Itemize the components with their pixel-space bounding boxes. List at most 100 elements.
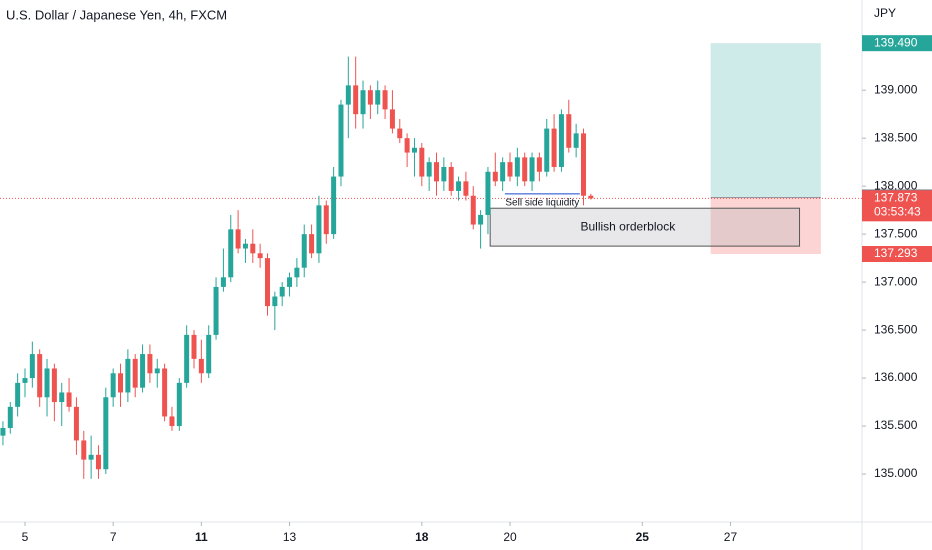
candle-body (323, 205, 329, 235)
candle-body (37, 354, 43, 398)
orderblock (489, 207, 801, 247)
candle-body (220, 277, 226, 287)
x-tick-label: 18 (415, 530, 429, 544)
candle-body (316, 205, 322, 254)
candle-body (485, 171, 491, 215)
current-price-label: 137.873 (874, 191, 918, 205)
candle-body (73, 406, 79, 441)
y-tick-label: 136.000 (874, 370, 918, 384)
candle-body (51, 368, 57, 403)
candle-body (338, 104, 344, 177)
candle-body (522, 157, 528, 182)
target-label-bg (862, 35, 932, 52)
candle-body (66, 392, 72, 407)
candle-body (331, 176, 337, 235)
candle-body (448, 166, 454, 191)
candle-body (411, 147, 417, 153)
x-tick-label: 11 (195, 530, 208, 544)
candle-body (242, 243, 248, 249)
candle-body (59, 392, 65, 403)
candle-body (588, 195, 594, 199)
candle-body (558, 114, 564, 167)
current-price-label-bg (862, 190, 932, 222)
candle-body (456, 181, 462, 191)
candle-body (404, 138, 410, 153)
candle-body (478, 214, 484, 225)
candle-body (426, 162, 432, 177)
candle-body (22, 378, 28, 383)
candle-body (29, 354, 35, 379)
candle-body (198, 358, 204, 374)
candle-body (301, 234, 307, 268)
candle-body (132, 358, 138, 388)
y-tick-label: 135.000 (874, 466, 918, 480)
candle-body (441, 166, 447, 182)
candle-body (206, 334, 212, 374)
candle-body (147, 354, 153, 374)
candle-body (573, 133, 579, 148)
candle-body (264, 258, 270, 307)
currency: JPY (874, 6, 896, 20)
candle-body (7, 406, 13, 428)
candle-body (580, 133, 586, 196)
candle-body (191, 334, 197, 359)
candle-body (176, 382, 182, 427)
x-tick-label: 25 (636, 530, 650, 544)
candle-body (294, 267, 300, 278)
orderblock-label: Bullish orderblock (580, 219, 676, 233)
candle-body (88, 454, 94, 460)
candle-body (500, 162, 506, 182)
candle-body (140, 354, 146, 388)
candle-body (529, 157, 535, 182)
y-tick-label: 136.500 (874, 322, 918, 336)
candle-body (397, 128, 403, 139)
y-tick-label: 137.500 (874, 226, 918, 240)
candle-body (44, 368, 50, 398)
x-tick-label: 20 (503, 530, 517, 544)
candle-body (419, 147, 425, 177)
candle-body (110, 373, 116, 398)
candle-body (184, 334, 190, 383)
candle-body (272, 296, 278, 307)
candle-body (279, 286, 285, 297)
candle-body (507, 162, 513, 177)
candle-body (382, 90, 388, 110)
candle-body (250, 243, 256, 254)
candle-body (95, 454, 101, 470)
y-tick-label: 138.000 (874, 178, 918, 192)
x-tick-label: 13 (283, 530, 297, 544)
candle-body (536, 157, 542, 172)
candle-body (470, 195, 476, 225)
candle-body (353, 85, 359, 115)
stop-label-bg (862, 245, 932, 262)
candle-body (463, 181, 469, 196)
y-tick-label: 137.000 (874, 274, 918, 288)
candle-body (213, 286, 219, 335)
candle-body (514, 157, 520, 177)
liquidity-label: Sell side liquidity (505, 197, 579, 208)
candle-body (81, 440, 87, 460)
candle-body (0, 427, 6, 436)
stop-zone (710, 197, 821, 254)
y-tick-label: 135.500 (874, 418, 918, 432)
candle-body (551, 128, 557, 167)
candle-body (345, 85, 351, 105)
candle-body (367, 90, 373, 105)
candle-body (15, 382, 21, 407)
candle-body (162, 368, 168, 417)
candle-body (228, 229, 234, 278)
candle-body (309, 234, 315, 254)
candle-body (169, 416, 175, 427)
candle-body (434, 162, 440, 182)
candle-body (492, 171, 498, 182)
stop-label: 137.293 (874, 246, 918, 260)
x-tick-label: 5 (22, 530, 29, 544)
chart-title: U.S. Dollar / Japanese Yen, 4h, FXCM (6, 7, 227, 22)
candle-body (118, 373, 124, 393)
candle-body (566, 114, 572, 148)
candle-body (544, 128, 550, 172)
candle-body (235, 229, 241, 249)
candle-body (360, 90, 366, 115)
candle-body (389, 109, 395, 129)
